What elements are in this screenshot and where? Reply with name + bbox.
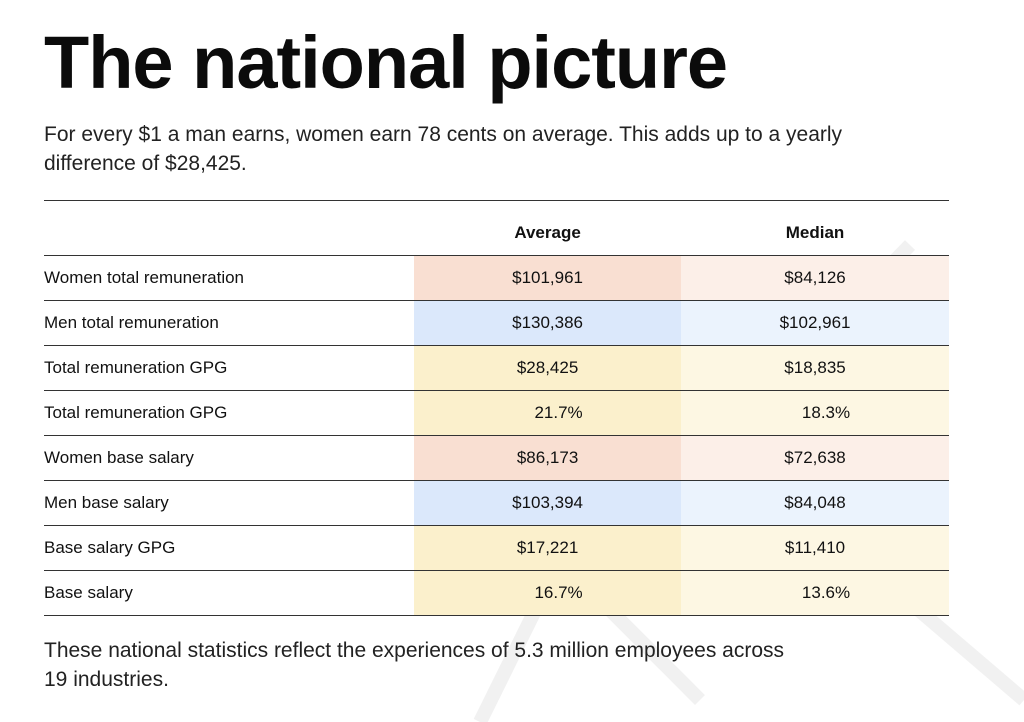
median-value: $84,126 [681,255,949,301]
footnote-text: These national statistics reflect the ex… [44,639,785,691]
row-label: Women base salary [44,435,415,481]
table-row: Men total remuneration $130,386 $102,961 [44,300,949,346]
table-row: Women base salary $86,173 $72,638 [44,435,949,481]
median-value: $84,048 [681,480,949,526]
table-row: Base salary 16.7% 13.6% [44,570,949,616]
row-label: Base salary GPG [44,525,415,571]
average-value: $101,961 [414,255,682,301]
row-label: Total remuneration GPG [44,345,415,391]
stats-table: Average Median Women total remuneration … [44,223,949,616]
median-value: $18,835 [681,345,949,391]
average-value: 16.7% [414,570,682,616]
divider [44,200,949,201]
page-title: The national picture [44,21,728,104]
median-value: $72,638 [681,435,949,481]
average-value: $86,173 [414,435,682,481]
intro-text: For every $1 a man earns, women earn 78 … [44,123,843,175]
table-header-row: Average Median [44,223,949,256]
table-row: Women total remuneration $101,961 $84,12… [44,255,949,301]
average-value: $130,386 [414,300,682,346]
median-value: $11,410 [681,525,949,571]
median-value: $102,961 [681,300,949,346]
header-label [44,223,415,256]
average-value: $103,394 [414,480,682,526]
table-row: Men base salary $103,394 $84,048 [44,480,949,526]
median-value: 18.3% [681,390,949,436]
header-average: Average [414,223,682,256]
average-value: 21.7% [414,390,682,436]
main-content: The national picture For every $1 a man … [44,0,949,694]
average-value: $28,425 [414,345,682,391]
table-row: Total remuneration GPG $28,425 $18,835 [44,345,949,391]
row-label: Women total remuneration [44,255,415,301]
table-row: Base salary GPG $17,221 $11,410 [44,525,949,571]
average-value: $17,221 [414,525,682,571]
table-row: Total remuneration GPG 21.7% 18.3% [44,390,949,436]
row-label: Base salary [44,570,415,616]
header-median: Median [681,223,949,256]
row-label: Total remuneration GPG [44,390,415,436]
row-label: Men base salary [44,480,415,526]
median-value: 13.6% [681,570,949,616]
row-label: Men total remuneration [44,300,415,346]
